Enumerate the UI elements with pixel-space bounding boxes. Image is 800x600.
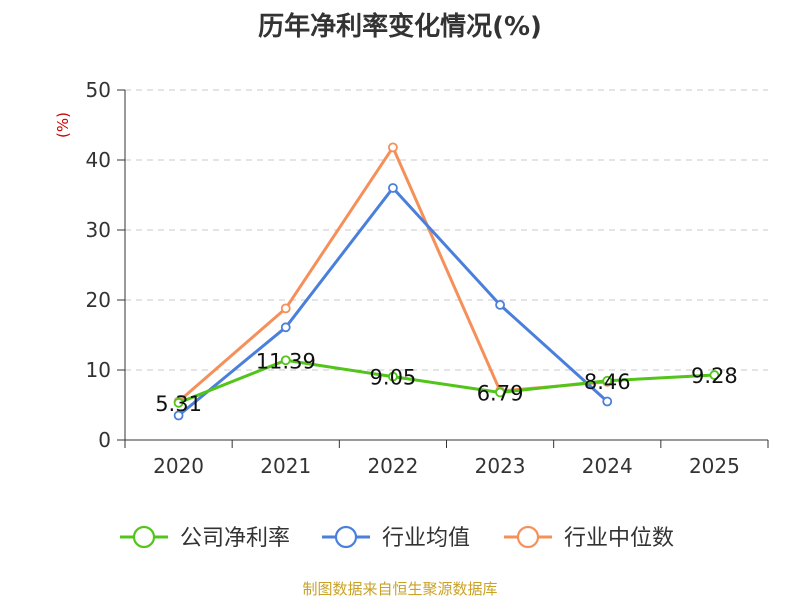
data-point <box>388 183 398 193</box>
data-labels: 5.31 11.39 9.05 6.79 8.46 9.28 <box>155 349 738 416</box>
y-axis-label: (%) <box>54 112 72 138</box>
chart-title: 历年净利率变化情况(%) <box>258 12 542 42</box>
legend-label: 公司净利率 <box>180 526 290 551</box>
data-point <box>280 303 291 314</box>
y-tick-label: 30 <box>86 218 111 242</box>
y-tick-label: 0 <box>98 428 111 452</box>
y-tick-label: 50 <box>86 78 111 102</box>
data-label: 5.31 <box>155 392 202 416</box>
grid-lines <box>125 89 768 371</box>
x-tick-label: 2022 <box>367 454 418 478</box>
series-layer <box>173 142 720 421</box>
x-tick-label: 2025 <box>689 454 740 478</box>
axes: 0 10 20 30 40 50 2020 2021 2022 2023 2024 2025 <box>86 78 769 478</box>
data-point <box>280 355 291 366</box>
x-tick-label: 2024 <box>582 454 633 478</box>
y-tick-label: 40 <box>86 148 111 172</box>
y-tick-label: 20 <box>86 288 111 312</box>
data-point <box>173 410 184 421</box>
data-label: 9.05 <box>370 366 417 390</box>
legend-swatch-marker <box>132 525 156 549</box>
data-label: 6.79 <box>477 381 524 405</box>
data-point <box>388 142 398 153</box>
x-tick-label: 2021 <box>260 454 311 478</box>
data-point <box>709 370 720 380</box>
legend-swatch-marker <box>516 525 540 549</box>
legend-label: 行业中位数 <box>564 526 674 551</box>
legend-swatch-marker <box>334 525 358 549</box>
series-line <box>178 358 715 405</box>
data-label: 8.46 <box>584 370 631 394</box>
data-label: 11.39 <box>256 349 316 373</box>
legend-label: 行业均值 <box>382 526 470 551</box>
data-point <box>495 299 505 310</box>
data-point <box>495 387 505 398</box>
data-point <box>602 396 613 407</box>
legend: 公司净利率 行业均值 行业中位数 <box>120 525 674 551</box>
y-tick-label: 10 <box>86 358 111 382</box>
data-point <box>173 397 184 408</box>
footer-source: 制图数据来自恒生聚源数据库 <box>302 580 498 598</box>
x-tick-label: 2020 <box>153 454 204 478</box>
data-point <box>602 375 613 386</box>
data-label: 9.28 <box>691 364 738 388</box>
data-point <box>388 371 398 382</box>
x-tick-label: 2023 <box>475 454 526 478</box>
data-point <box>280 322 291 333</box>
